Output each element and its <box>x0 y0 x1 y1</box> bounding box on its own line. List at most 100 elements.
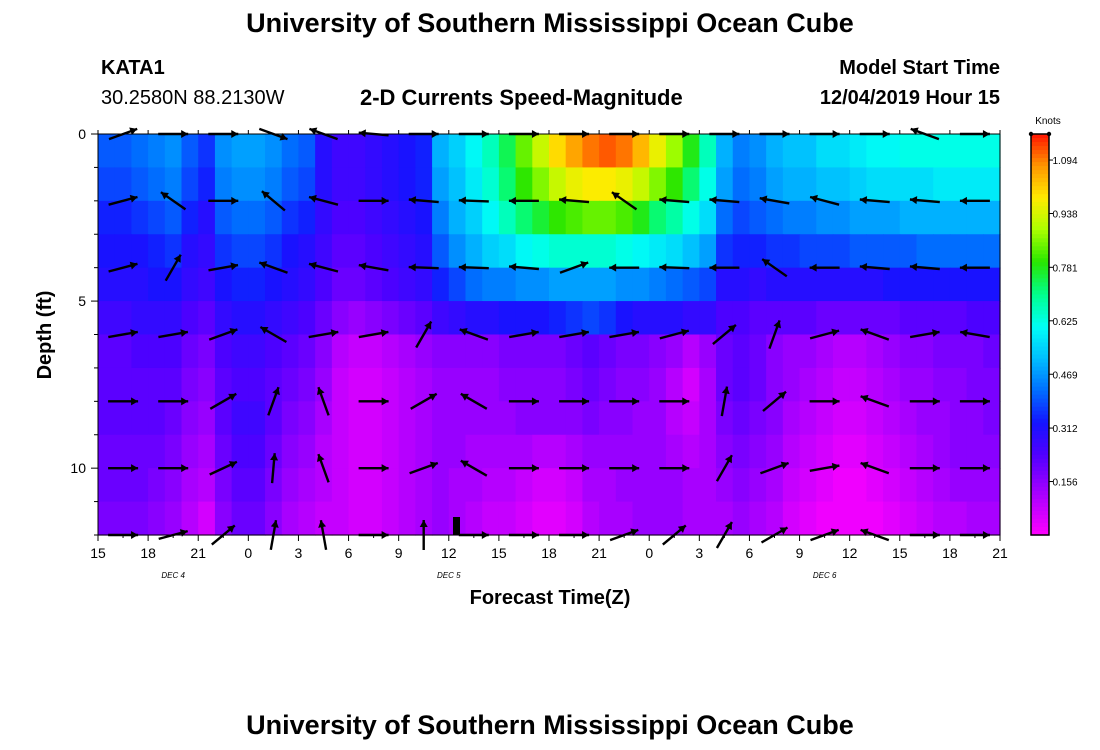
heatmap-cell <box>983 234 1001 269</box>
x-tick-label: 18 <box>541 545 557 561</box>
heatmap-cell <box>131 200 149 235</box>
heatmap-cell <box>732 134 751 169</box>
colorbar-band <box>1031 358 1049 364</box>
x-axis-title: Forecast Time(Z) <box>470 587 631 609</box>
heatmap-cell <box>899 434 918 469</box>
heatmap-cell <box>381 134 400 169</box>
heatmap-cell <box>148 134 166 169</box>
current-arrow <box>759 195 790 205</box>
colorbar-band <box>1031 398 1049 404</box>
heatmap-cell <box>682 401 700 436</box>
current-arrow <box>559 329 590 339</box>
heatmap-cell <box>231 234 249 269</box>
heatmap-cell <box>582 167 600 202</box>
heatmap-cell <box>381 167 400 202</box>
heatmap-cell <box>148 401 166 436</box>
heatmap-cell <box>231 468 249 503</box>
heatmap-cell <box>632 501 650 536</box>
heatmap-cell <box>482 301 500 336</box>
heatmap-cell <box>98 468 116 503</box>
heatmap-cell <box>331 134 350 169</box>
x-tick-label: 18 <box>140 545 156 561</box>
heatmap-cell <box>348 234 366 269</box>
heatmap-cell <box>549 468 567 503</box>
heatmap-cell <box>849 200 867 235</box>
heatmap-cell <box>181 434 199 469</box>
heatmap-cell <box>532 134 550 169</box>
heatmap-cell <box>549 401 567 436</box>
colorbar-band <box>1031 410 1049 416</box>
current-arrow <box>459 328 489 341</box>
current-arrow <box>659 464 690 473</box>
current-arrow <box>460 392 488 410</box>
heatmap-cell <box>265 267 283 302</box>
current-arrow <box>761 258 788 278</box>
heatmap-cell <box>164 167 183 202</box>
current-arrow <box>410 392 438 410</box>
heatmap-cell <box>214 334 233 369</box>
heatmap-cell <box>749 434 767 469</box>
heatmap-cell <box>649 501 667 536</box>
heatmap-cell <box>248 200 266 235</box>
heatmap-cell <box>248 167 266 202</box>
heatmap-cell <box>966 301 984 336</box>
heatmap-cell <box>198 167 216 202</box>
heatmap-cell <box>398 234 416 269</box>
colorbar-band <box>1031 302 1049 308</box>
heatmap-cell <box>365 301 383 336</box>
heatmap-cell <box>782 367 801 402</box>
colorbar-band <box>1031 406 1049 412</box>
heatmap-cell <box>899 167 918 202</box>
colorbar-band <box>1031 154 1049 159</box>
heatmap-cell <box>365 267 383 302</box>
heatmap-cell <box>916 200 934 235</box>
heatmap-cell <box>198 267 216 302</box>
heatmap-cell <box>732 234 751 269</box>
heatmap-cell <box>164 401 183 436</box>
heatmap-cell <box>883 234 901 269</box>
colorbar-band <box>1031 202 1049 207</box>
heatmap-cell <box>415 401 433 436</box>
heatmap-cell <box>883 401 901 436</box>
heatmap-cell <box>198 301 216 336</box>
heatmap-cell <box>766 434 784 469</box>
current-arrow <box>408 196 439 205</box>
heatmap-cells <box>98 134 1001 536</box>
heatmap-cell <box>465 200 483 235</box>
current-arrow <box>508 130 539 138</box>
heatmap-cell <box>214 301 233 336</box>
heatmap-cell <box>549 200 567 235</box>
heatmap-cell <box>749 501 767 536</box>
heatmap-cell <box>214 434 233 469</box>
heatmap-cell <box>198 434 216 469</box>
current-arrow <box>209 460 238 476</box>
heatmap-cell <box>732 267 751 302</box>
heatmap-cell <box>565 334 583 369</box>
heatmap-cell <box>98 134 116 169</box>
heatmap-cell <box>632 434 650 469</box>
heatmap-cell <box>265 468 283 503</box>
heatmap-cell <box>331 234 350 269</box>
current-arrow <box>959 130 990 138</box>
heatmap-cell <box>315 200 333 235</box>
heatmap-cell <box>949 434 968 469</box>
heatmap-cell <box>265 434 283 469</box>
colorbar-band <box>1031 442 1049 448</box>
colorbar-band <box>1031 138 1049 143</box>
heatmap-cell <box>782 200 801 235</box>
heatmap-cell <box>665 367 684 402</box>
heatmap-cell <box>899 468 918 503</box>
heatmap-cell <box>432 167 450 202</box>
heatmap-cell <box>883 434 901 469</box>
current-arrow <box>659 263 690 272</box>
colorbar-band <box>1031 322 1049 328</box>
heatmap-cell <box>498 301 517 336</box>
heatmap-cell <box>181 167 199 202</box>
colorbar-band <box>1031 258 1049 263</box>
colorbar-tick-label: 0.312 <box>1052 424 1077 435</box>
heatmap-cell <box>799 234 817 269</box>
heatmap-cell <box>966 267 984 302</box>
colorbar-band <box>1031 210 1049 215</box>
colorbar-band <box>1031 382 1049 388</box>
heatmap-cell <box>98 501 116 536</box>
